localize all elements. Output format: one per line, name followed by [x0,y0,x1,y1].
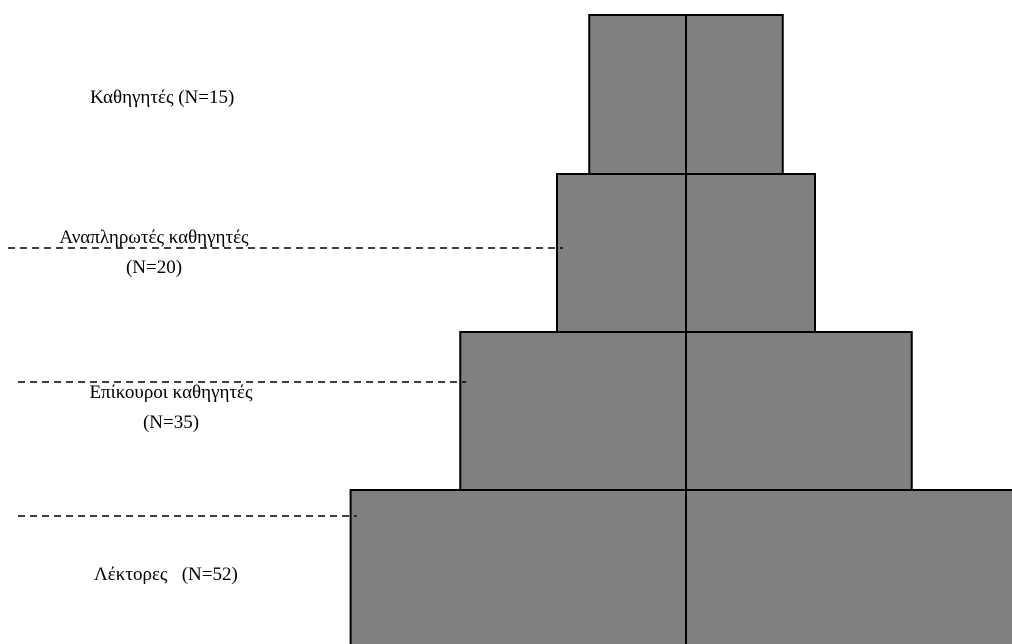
pyramid-bar-3 [349,489,1012,644]
tier-label-associate-name: Αναπληρωτές καθηγητές [59,227,249,248]
tier-label-lecturers: Λέκτορες (N=52) [94,560,238,590]
tier-label-assistant-name: Επίκουροι καθηγητές [89,382,253,403]
tier-label-lecturers-text: Λέκτορες (N=52) [94,564,238,585]
tier-label-professors: Καθηγητές (N=15) [90,83,234,113]
tier-label-assistant-professors: Επίκουροι καθηγητές (N=35) [66,378,276,438]
tier-label-assistant-count: (N=35) [142,412,200,433]
tier-label-professors-text: Καθηγητές (N=15) [90,87,235,108]
tier-label-associate-professors: Αναπληρωτές καθηγητές (N=20) [36,223,272,283]
tier-label-associate-count: (N=20) [125,257,183,278]
